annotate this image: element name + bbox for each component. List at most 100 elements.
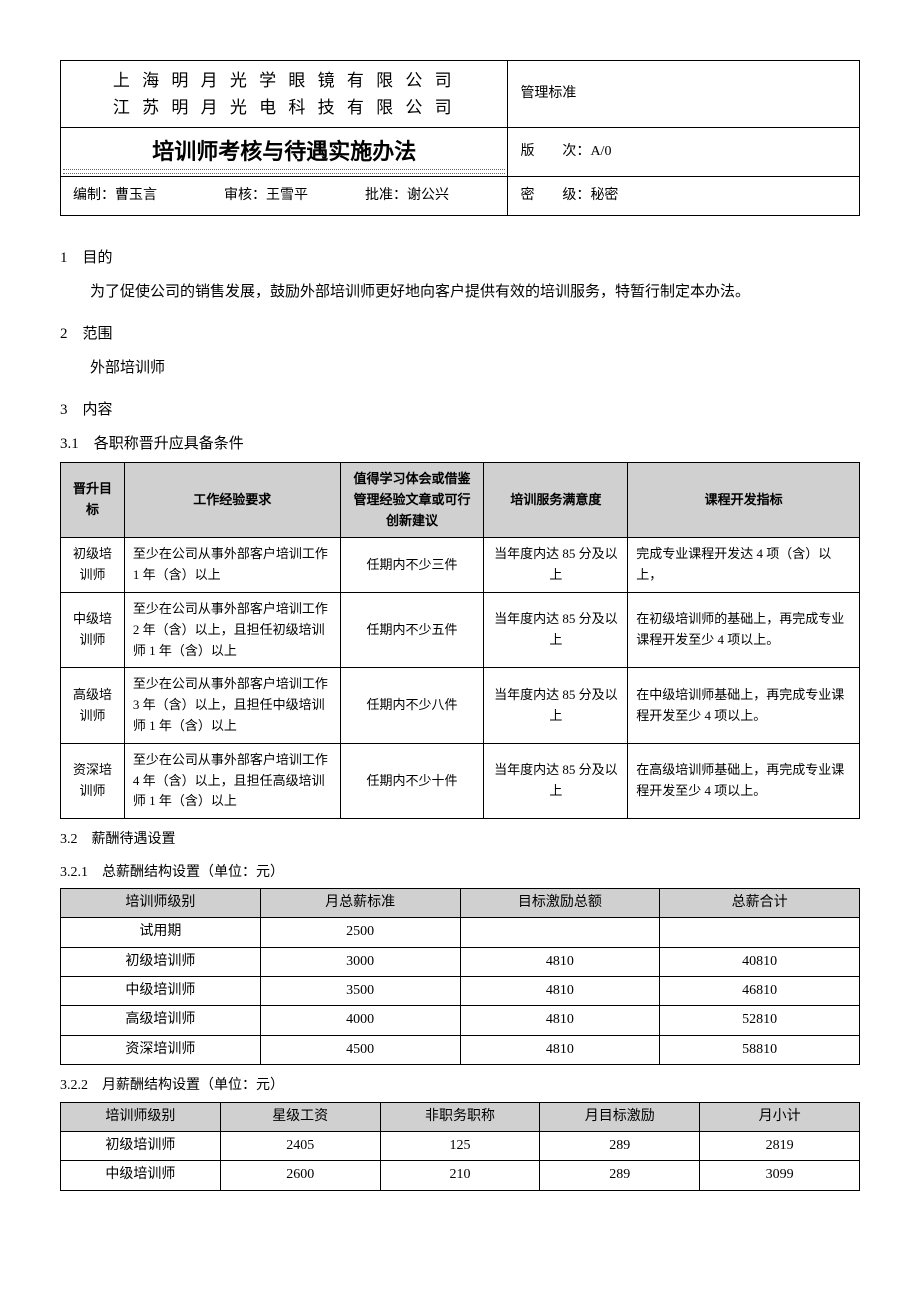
promo-article: 任期内不少五件: [340, 592, 484, 667]
total-salary-table: 培训师级别 月总薪标准 目标激励总额 总薪合计 试用期2500初级培训师3000…: [60, 888, 860, 1065]
promo-article: 任期内不少八件: [340, 668, 484, 743]
section-3-2-1-heading: 3.2.1 总薪酬结构设置（单位：元）: [60, 862, 860, 884]
promo-sat: 当年度内达 85 分及以上: [484, 592, 628, 667]
ts-level: 高级培训师: [61, 1006, 261, 1035]
section-2-heading: 2 范围: [60, 322, 860, 346]
ts-monthly: 2500: [260, 918, 460, 947]
ms-h-level: 培训师级别: [61, 1102, 221, 1131]
reviewer-value: 王雪平: [266, 188, 308, 203]
ms-level: 中级培训师: [61, 1161, 221, 1190]
ts-h-total: 总薪合计: [660, 888, 860, 917]
ms-subtotal: 3099: [700, 1161, 860, 1190]
signatures-cell: 编制：曹玉言 审核：王雪平 批准：谢公兴: [61, 176, 508, 215]
promo-h-course: 课程开发指标: [628, 462, 860, 537]
ms-nonpos: 210: [380, 1161, 540, 1190]
table-row: 初级培训师24051252892819: [61, 1132, 860, 1161]
promo-sat: 当年度内达 85 分及以上: [484, 743, 628, 818]
security-cell: 密 级：秘密: [508, 176, 860, 215]
ms-nonpos: 125: [380, 1132, 540, 1161]
ts-total: 46810: [660, 977, 860, 1006]
table-row: 初级培训师3000481040810: [61, 947, 860, 976]
version-cell: 版 次：A/0: [508, 128, 860, 176]
ms-h-nonpos: 非职务职称: [380, 1102, 540, 1131]
approver-value: 谢公兴: [407, 188, 449, 203]
ms-subtotal: 2819: [700, 1132, 860, 1161]
reviewer-label: 审核：: [224, 185, 266, 207]
approver-label: 批准：: [365, 185, 407, 207]
security-value: 秘密: [590, 188, 618, 203]
promo-target: 高级培训师: [61, 668, 125, 743]
table-row: 中级培训师3500481046810: [61, 977, 860, 1006]
version-label: 版 次：: [520, 144, 590, 159]
section-3-heading: 3 内容: [60, 398, 860, 422]
promo-h-target: 晋升目标: [61, 462, 125, 537]
table-row: 初级培训师至少在公司从事外部客户培训工作 1 年（含）以上任期内不少三件当年度内…: [61, 538, 860, 593]
promo-course: 完成专业课程开发达 4 项（含）以上，: [628, 538, 860, 593]
document-title: 培训师考核与待遇实施办法: [61, 128, 508, 176]
total-salary-header-row: 培训师级别 月总薪标准 目标激励总额 总薪合计: [61, 888, 860, 917]
section-1-heading: 1 目的: [60, 246, 860, 270]
ms-h-bonus: 月目标激励: [540, 1102, 700, 1131]
ms-star: 2405: [220, 1132, 380, 1161]
table-row: 高级培训师4000481052810: [61, 1006, 860, 1035]
mgmt-standard-cell: 管理标准: [508, 61, 860, 128]
monthly-salary-header-row: 培训师级别 星级工资 非职务职称 月目标激励 月小计: [61, 1102, 860, 1131]
table-row: 资深培训师至少在公司从事外部客户培训工作 4 年（含）以上，且担任高级培训师 1…: [61, 743, 860, 818]
author-label: 编制：: [73, 185, 115, 207]
promo-article: 任期内不少三件: [340, 538, 484, 593]
ts-bonus: 4810: [460, 947, 660, 976]
ms-level: 初级培训师: [61, 1132, 221, 1161]
promo-sat: 当年度内达 85 分及以上: [484, 538, 628, 593]
ts-level: 中级培训师: [61, 977, 261, 1006]
promo-h-exp: 工作经验要求: [124, 462, 340, 537]
promo-header-row: 晋升目标 工作经验要求 值得学习体会或借鉴管理经验文章或可行创新建议 培训服务满…: [61, 462, 860, 537]
promo-exp: 至少在公司从事外部客户培训工作 1 年（含）以上: [124, 538, 340, 593]
ms-bonus: 289: [540, 1132, 700, 1161]
section-3-1-heading: 3.1 各职称晋升应具备条件: [60, 432, 860, 456]
ms-star: 2600: [220, 1161, 380, 1190]
ts-level: 资深培训师: [61, 1035, 261, 1064]
promo-course: 在中级培训师基础上，再完成专业课程开发至少 4 项以上。: [628, 668, 860, 743]
ts-monthly: 4500: [260, 1035, 460, 1064]
ts-monthly: 3500: [260, 977, 460, 1006]
promo-sat: 当年度内达 85 分及以上: [484, 668, 628, 743]
author-value: 曹玉言: [115, 188, 157, 203]
ts-total: 58810: [660, 1035, 860, 1064]
promo-target: 初级培训师: [61, 538, 125, 593]
company-name-2: 江 苏 明 月 光 电 科 技 有 限 公 司: [73, 94, 495, 121]
ts-h-level: 培训师级别: [61, 888, 261, 917]
table-row: 中级培训师26002102893099: [61, 1161, 860, 1190]
section-2-body: 外部培训师: [60, 356, 860, 380]
ts-bonus: [460, 918, 660, 947]
ms-h-star: 星级工资: [220, 1102, 380, 1131]
promo-course: 在高级培训师基础上，再完成专业课程开发至少 4 项以上。: [628, 743, 860, 818]
ts-level: 初级培训师: [61, 947, 261, 976]
ts-bonus: 4810: [460, 1006, 660, 1035]
ts-monthly: 4000: [260, 1006, 460, 1035]
promo-h-sat: 培训服务满意度: [484, 462, 628, 537]
section-1-body: 为了促使公司的销售发展，鼓励外部培训师更好地向客户提供有效的培训服务，特暂行制定…: [60, 280, 860, 304]
ts-monthly: 3000: [260, 947, 460, 976]
promo-target: 中级培训师: [61, 592, 125, 667]
security-label: 密 级：: [520, 188, 590, 203]
ms-bonus: 289: [540, 1161, 700, 1190]
promo-article: 任期内不少十件: [340, 743, 484, 818]
table-row: 试用期2500: [61, 918, 860, 947]
company-name-1: 上 海 明 月 光 学 眼 镜 有 限 公 司: [73, 67, 495, 94]
company-cell: 上 海 明 月 光 学 眼 镜 有 限 公 司 江 苏 明 月 光 电 科 技 …: [61, 61, 508, 128]
ts-bonus: 4810: [460, 977, 660, 1006]
monthly-salary-table: 培训师级别 星级工资 非职务职称 月目标激励 月小计 初级培训师24051252…: [60, 1102, 860, 1191]
ts-bonus: 4810: [460, 1035, 660, 1064]
ms-h-subtotal: 月小计: [700, 1102, 860, 1131]
version-value: A/0: [590, 144, 611, 159]
table-row: 高级培训师至少在公司从事外部客户培训工作 3 年（含）以上，且担任中级培训师 1…: [61, 668, 860, 743]
promo-h-article: 值得学习体会或借鉴管理经验文章或可行创新建议: [340, 462, 484, 537]
promo-exp: 至少在公司从事外部客户培训工作 3 年（含）以上，且担任中级培训师 1 年（含）…: [124, 668, 340, 743]
promo-target: 资深培训师: [61, 743, 125, 818]
section-3-2-2-heading: 3.2.2 月薪酬结构设置（单位：元）: [60, 1075, 860, 1097]
promotion-table: 晋升目标 工作经验要求 值得学习体会或借鉴管理经验文章或可行创新建议 培训服务满…: [60, 462, 860, 819]
ts-total: [660, 918, 860, 947]
ts-total: 40810: [660, 947, 860, 976]
document-header-table: 上 海 明 月 光 学 眼 镜 有 限 公 司 江 苏 明 月 光 电 科 技 …: [60, 60, 860, 216]
section-3-2-heading: 3.2 薪酬待遇设置: [60, 829, 860, 851]
